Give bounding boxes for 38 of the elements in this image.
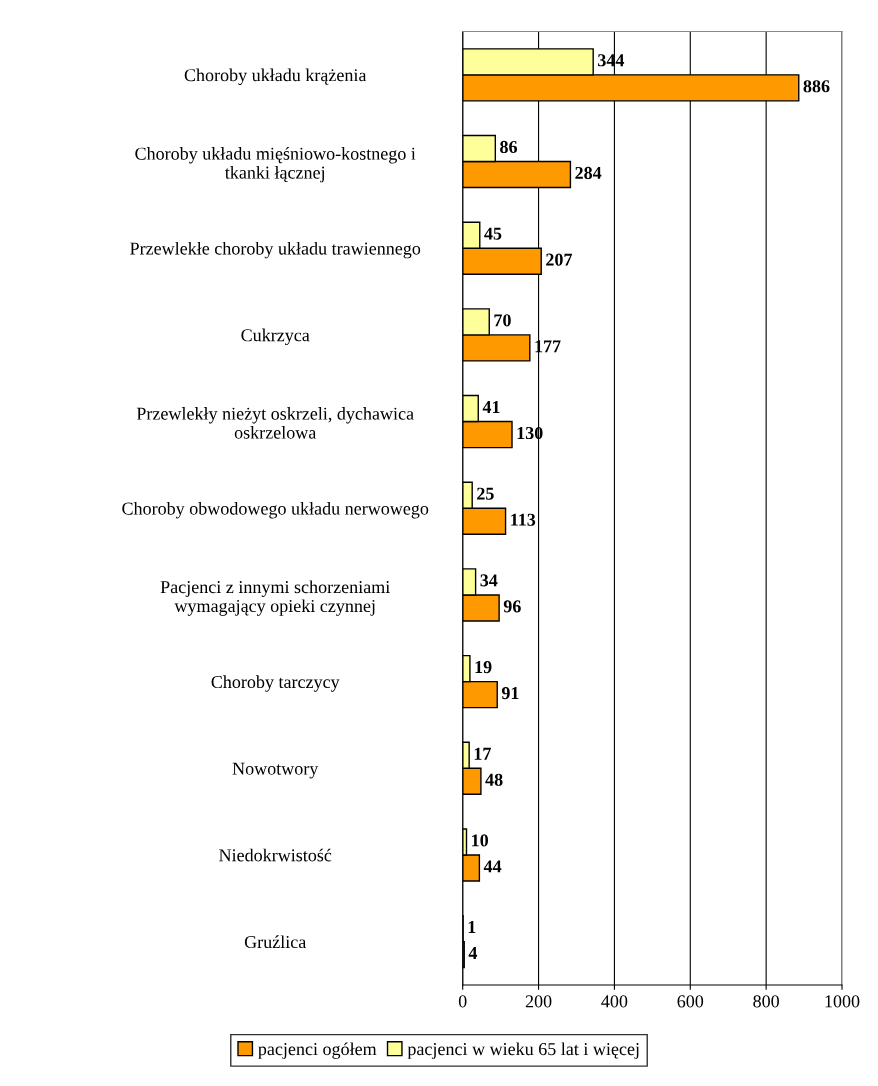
data-label: 48 — [485, 773, 503, 786]
y-tick-label: Nowotwory — [232, 762, 319, 779]
data-label: 207 — [546, 253, 573, 266]
data-label: 86 — [500, 140, 518, 154]
y-tick-label: Choroby układu krążenia — [184, 68, 367, 85]
y-tick-label: Cukrzyca — [241, 328, 310, 346]
data-label: 17 — [474, 747, 491, 760]
data-label: 19 — [475, 661, 492, 674]
y-tick-label: Choroby układu mięśniowo-kostnego i tkanki łącznej — [135, 147, 416, 183]
data-label: 70 — [494, 314, 511, 327]
data-label: 96 — [503, 600, 521, 613]
y-tick-label: Przewlekłe choroby układu trawiennego — [130, 241, 421, 259]
data-label: 25 — [477, 487, 494, 500]
data-label: 91 — [501, 687, 519, 700]
data-label: 34 — [480, 574, 498, 587]
data-label: 886 — [803, 80, 830, 93]
x-tick-label: 600 — [677, 995, 704, 1008]
x-tick-label: 0 — [458, 995, 467, 1008]
y-tick-label: Pacjenci z innymi schorzeniami wymagający opieki czynnej — [160, 580, 390, 616]
data-label: 4 — [468, 947, 478, 959]
x-tick-label: 1000 — [825, 995, 860, 1008]
data-label: 113 — [511, 513, 536, 526]
y-tick-label: Niedokrwistość — [219, 848, 332, 862]
legend-label: pacjenci ogółem — [258, 1042, 377, 1059]
data-label: 44 — [483, 860, 502, 873]
data-label: 284 — [575, 166, 602, 180]
y-tick-label: Gruźlica — [244, 935, 307, 949]
data-label: 45 — [484, 227, 502, 240]
y-tick-label: Choroby tarczycy — [211, 675, 340, 692]
y-tick-label: Choroby obwodowego układu nerwowego — [122, 501, 429, 519]
x-tick-label: 400 — [601, 995, 628, 1008]
x-tick-label: 800 — [753, 995, 779, 1008]
y-tick-label: Przewlekły nieżyt oskrzeli, dychawica oskrzelowa — [136, 407, 414, 439]
data-label: 1 — [468, 921, 476, 933]
data-label: 10 — [472, 834, 489, 847]
data-label: 41 — [482, 400, 500, 413]
x-tick-label: 200 — [525, 995, 552, 1008]
legend-label: pacjenci w wieku 65 lat i więcej — [407, 1042, 639, 1059]
